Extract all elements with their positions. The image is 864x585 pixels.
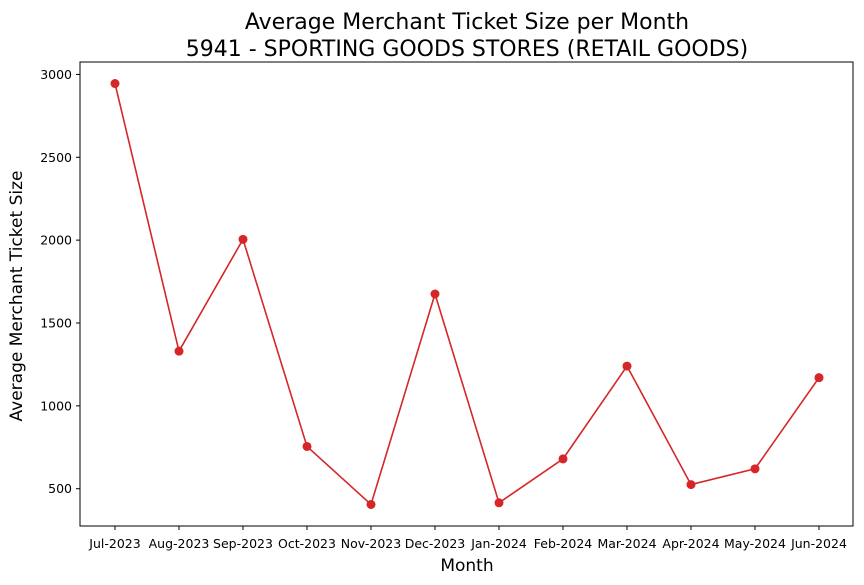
- data-point-apr-2024: [686, 480, 696, 490]
- chart-subtitle: 5941 - SPORTING GOODS STORES (RETAIL GOO…: [186, 37, 748, 62]
- data-point-may-2024: [750, 464, 760, 474]
- data-point-mar-2024: [622, 361, 632, 371]
- x-tick-label: Jun-2024: [790, 536, 847, 551]
- data-point-nov-2023: [366, 499, 376, 509]
- data-point-jun-2024: [814, 373, 824, 383]
- data-point-feb-2024: [558, 454, 568, 464]
- data-point-sep-2023: [238, 234, 248, 244]
- x-tick-label: May-2024: [724, 536, 786, 551]
- series-layer: [110, 79, 824, 509]
- x-axis-ticks: Jul-2023 Aug-2023 Sep-2023 Oct-2023 Nov-2023…: [88, 526, 847, 551]
- y-tick-label: 2500: [40, 150, 72, 165]
- y-tick-label: 1000: [40, 398, 72, 413]
- x-tick-label: Oct-2023: [278, 536, 336, 551]
- data-point-oct-2023: [302, 441, 312, 451]
- x-tick-label: Dec-2023: [405, 536, 466, 551]
- y-axis-ticks: 500 1000 1500 2000 2500 3000: [40, 67, 80, 496]
- data-point-jan-2024: [494, 498, 504, 508]
- x-tick-label: Nov-2023: [341, 536, 401, 551]
- x-tick-label: Jul-2023: [88, 536, 140, 551]
- plot-frame: [79, 61, 854, 527]
- x-tick-label: Aug-2023: [149, 536, 210, 551]
- data-point-dec-2023: [430, 289, 440, 299]
- x-tick-label: Mar-2024: [597, 536, 656, 551]
- data-point-aug-2023: [174, 346, 184, 356]
- x-axis-label: Month: [440, 556, 493, 576]
- y-axis-label: Average Merchant Ticket Size: [7, 171, 27, 422]
- y-tick-label: 500: [48, 481, 72, 496]
- y-tick-label: 2000: [40, 233, 72, 248]
- x-tick-label: Sep-2023: [213, 536, 273, 551]
- x-tick-label: Feb-2024: [534, 536, 593, 551]
- series-line: [114, 83, 820, 506]
- data-point-jul-2023: [110, 79, 120, 89]
- y-tick-label: 1500: [40, 316, 72, 331]
- y-tick-label: 3000: [40, 67, 72, 82]
- x-tick-label: Apr-2024: [662, 536, 719, 551]
- chart-title: Average Merchant Ticket Size per Month: [245, 10, 689, 35]
- x-tick-label: Jan-2024: [470, 536, 527, 551]
